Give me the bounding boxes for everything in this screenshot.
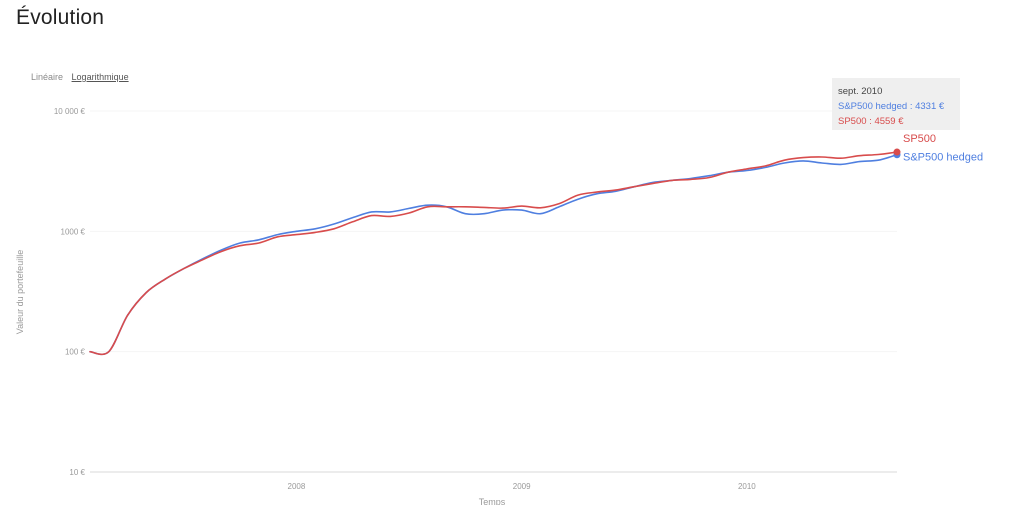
- x-tick-label: 2009: [513, 482, 531, 491]
- series-line-s-p500-hedged[interactable]: [89, 153, 898, 356]
- y-tick-label: 100 €: [65, 348, 86, 357]
- x-tick-label: 2010: [738, 482, 756, 491]
- tooltip-row-sp500: SP500 : 4559 €: [838, 116, 904, 127]
- x-axis-label: Temps: [479, 497, 506, 505]
- linear-scale-option[interactable]: Linéaire: [31, 72, 64, 82]
- y-tick-label: 1000 €: [61, 227, 86, 236]
- tooltip-row-hedged: S&P500 hedged : 4331 €: [838, 101, 945, 112]
- log-scale-option[interactable]: Logarithmique: [71, 72, 129, 82]
- y-axis-label: Valeur du portefeuille: [15, 250, 25, 334]
- y-tick-label: 10 €: [69, 468, 85, 477]
- x-tick-label: 2008: [288, 482, 306, 491]
- y-tick-label: 10 000 €: [54, 107, 86, 116]
- tooltip-title: sept. 2010: [838, 86, 883, 97]
- series-line-sp500[interactable]: [89, 151, 898, 356]
- page-title: Évolution: [16, 6, 105, 29]
- data-tooltip: sept. 2010 S&P500 hedged : 4331 € SP500 …: [832, 78, 960, 130]
- series-end-label-sp500: SP500: [903, 133, 936, 145]
- series-end-label-s-p500-hedged: S&P500 hedged: [903, 152, 983, 164]
- scale-toggle: Linéaire Logarithmique: [31, 72, 135, 82]
- series-end-point-sp500[interactable]: [893, 148, 901, 156]
